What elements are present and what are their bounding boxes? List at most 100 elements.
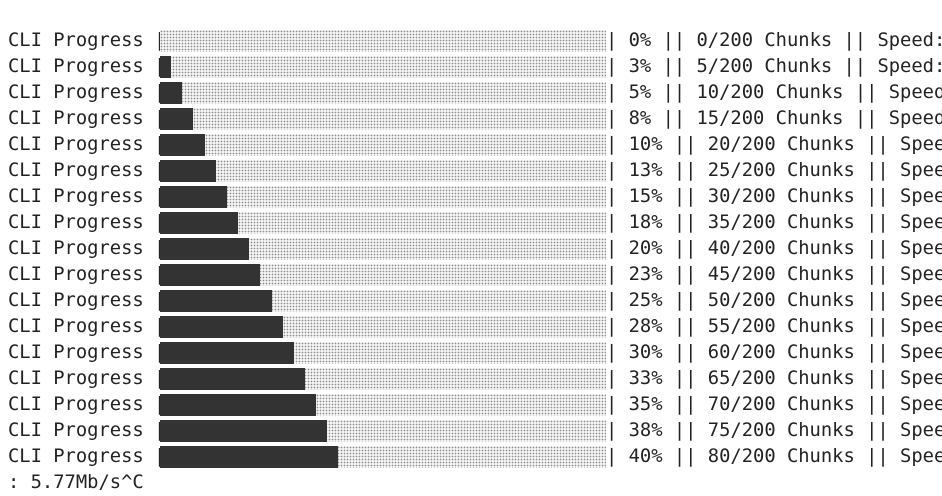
separator: || xyxy=(673,160,697,181)
row-label: CLI Progress xyxy=(8,134,144,155)
separator: || xyxy=(673,316,697,337)
separator: || xyxy=(866,394,889,415)
separator: || xyxy=(866,420,889,441)
separator: || xyxy=(662,30,686,51)
bar-edge: | xyxy=(606,134,618,155)
separator: || xyxy=(866,290,889,311)
bar-edge: | xyxy=(154,392,165,418)
progress-track xyxy=(160,160,606,182)
bar-edge: | xyxy=(154,418,165,444)
progress-row: CLI Progress|| 0% || 0/200 Chunks || Spe… xyxy=(8,28,942,54)
progress-fill xyxy=(160,290,272,312)
separator: || xyxy=(662,82,686,103)
bar-edge: | xyxy=(606,56,618,77)
bar-edge: | xyxy=(154,288,165,314)
row-status: | 13% || 25/200 Chunks || Speed xyxy=(606,158,942,184)
progress-fill xyxy=(160,420,328,442)
progress-track xyxy=(160,420,606,442)
bar-edge: | xyxy=(606,368,618,389)
bar-edge: | xyxy=(606,446,618,467)
progress-track xyxy=(160,56,606,78)
percent: 5% xyxy=(628,82,652,103)
progress-row: CLI Progress|| 15% || 30/200 Chunks || S… xyxy=(8,184,942,210)
row-label: CLI Progress xyxy=(8,446,144,467)
chunks: 20/200 Chunks xyxy=(707,134,855,155)
progress-track xyxy=(160,264,606,286)
separator: || xyxy=(866,264,889,285)
row-status: | 30% || 60/200 Chunks || Speed xyxy=(606,340,942,366)
progress-track xyxy=(160,30,606,52)
progress-row: CLI Progress|| 30% || 60/200 Chunks || S… xyxy=(8,340,942,366)
bar-edge: | xyxy=(154,314,165,340)
progress-fill xyxy=(160,186,227,208)
progress-fill xyxy=(160,212,239,234)
progress-row: CLI Progress|| 5% || 10/200 Chunks || Sp… xyxy=(8,80,942,106)
bar-edge: | xyxy=(606,160,618,181)
chunks: 75/200 Chunks xyxy=(707,420,855,441)
progress-row: CLI Progress|| 38% || 75/200 Chunks || S… xyxy=(8,418,942,444)
row-status: | 8% || 15/200 Chunks || Speed: xyxy=(606,106,942,132)
speed-label: Speed xyxy=(900,186,942,207)
bar-edge: | xyxy=(154,366,165,392)
separator: || xyxy=(673,290,697,311)
speed-label: Speed: xyxy=(888,82,942,103)
bar-edge: | xyxy=(154,236,165,262)
progress-row: CLI Progress|| 3% || 5/200 Chunks || Spe… xyxy=(8,54,942,80)
row-label: CLI Progress xyxy=(8,368,144,389)
separator: || xyxy=(673,134,697,155)
bar-edge: | xyxy=(154,158,165,184)
bar-edge: | xyxy=(606,212,618,233)
chunks: 0/200 Chunks xyxy=(696,30,833,51)
separator: || xyxy=(866,368,889,389)
separator: || xyxy=(866,446,889,467)
bar-edge: | xyxy=(606,394,618,415)
progress-row: CLI Progress|| 28% || 55/200 Chunks || S… xyxy=(8,314,942,340)
separator: || xyxy=(866,342,889,363)
percent: 0% xyxy=(628,30,652,51)
row-status: | 18% || 35/200 Chunks || Speed xyxy=(606,210,942,236)
progress-track xyxy=(160,446,606,468)
bar-edge: | xyxy=(606,238,618,259)
separator: || xyxy=(673,212,697,233)
percent: 15% xyxy=(628,186,663,207)
speed-label: Speed: xyxy=(877,30,942,51)
chunks: 5/200 Chunks xyxy=(696,56,833,77)
speed-label: Speed: xyxy=(888,108,942,129)
progress-track xyxy=(160,186,606,208)
bar-edge: | xyxy=(154,210,165,236)
separator: || xyxy=(854,82,878,103)
row-status: | 3% || 5/200 Chunks || Speed: xyxy=(606,54,942,80)
separator: || xyxy=(673,238,697,259)
bar-edge: | xyxy=(154,340,165,366)
bar-edge: | xyxy=(154,184,165,210)
progress-fill xyxy=(160,264,261,286)
chunks: 30/200 Chunks xyxy=(707,186,855,207)
separator: || xyxy=(673,420,697,441)
progress-row: CLI Progress|| 23% || 45/200 Chunks || S… xyxy=(8,262,942,288)
progress-row: CLI Progress|| 20% || 40/200 Chunks || S… xyxy=(8,236,942,262)
chunks: 65/200 Chunks xyxy=(707,368,855,389)
chunks: 80/200 Chunks xyxy=(707,446,855,467)
progress-track xyxy=(160,134,606,156)
progress-fill xyxy=(160,446,339,468)
row-status: | 10% || 20/200 Chunks || Speed xyxy=(606,132,942,158)
percent: 3% xyxy=(628,56,652,77)
speed-label: Speed xyxy=(900,342,942,363)
percent: 30% xyxy=(628,342,663,363)
separator: || xyxy=(866,160,889,181)
chunks: 55/200 Chunks xyxy=(707,316,855,337)
progress-fill xyxy=(160,134,205,156)
progress-track xyxy=(160,108,606,130)
progress-track xyxy=(160,394,606,416)
row-label: CLI Progress xyxy=(8,212,144,233)
row-label: CLI Progress xyxy=(8,82,144,103)
progress-fill xyxy=(160,394,317,416)
progress-fill xyxy=(160,368,305,390)
progress-row: CLI Progress|| 40% || 80/200 Chunks || S… xyxy=(8,444,942,470)
row-status: | 5% || 10/200 Chunks || Speed: xyxy=(606,80,942,106)
progress-fill xyxy=(160,160,216,182)
row-status: | 0% || 0/200 Chunks || Speed: xyxy=(606,28,942,54)
progress-fill xyxy=(160,108,194,130)
percent: 38% xyxy=(628,420,663,441)
